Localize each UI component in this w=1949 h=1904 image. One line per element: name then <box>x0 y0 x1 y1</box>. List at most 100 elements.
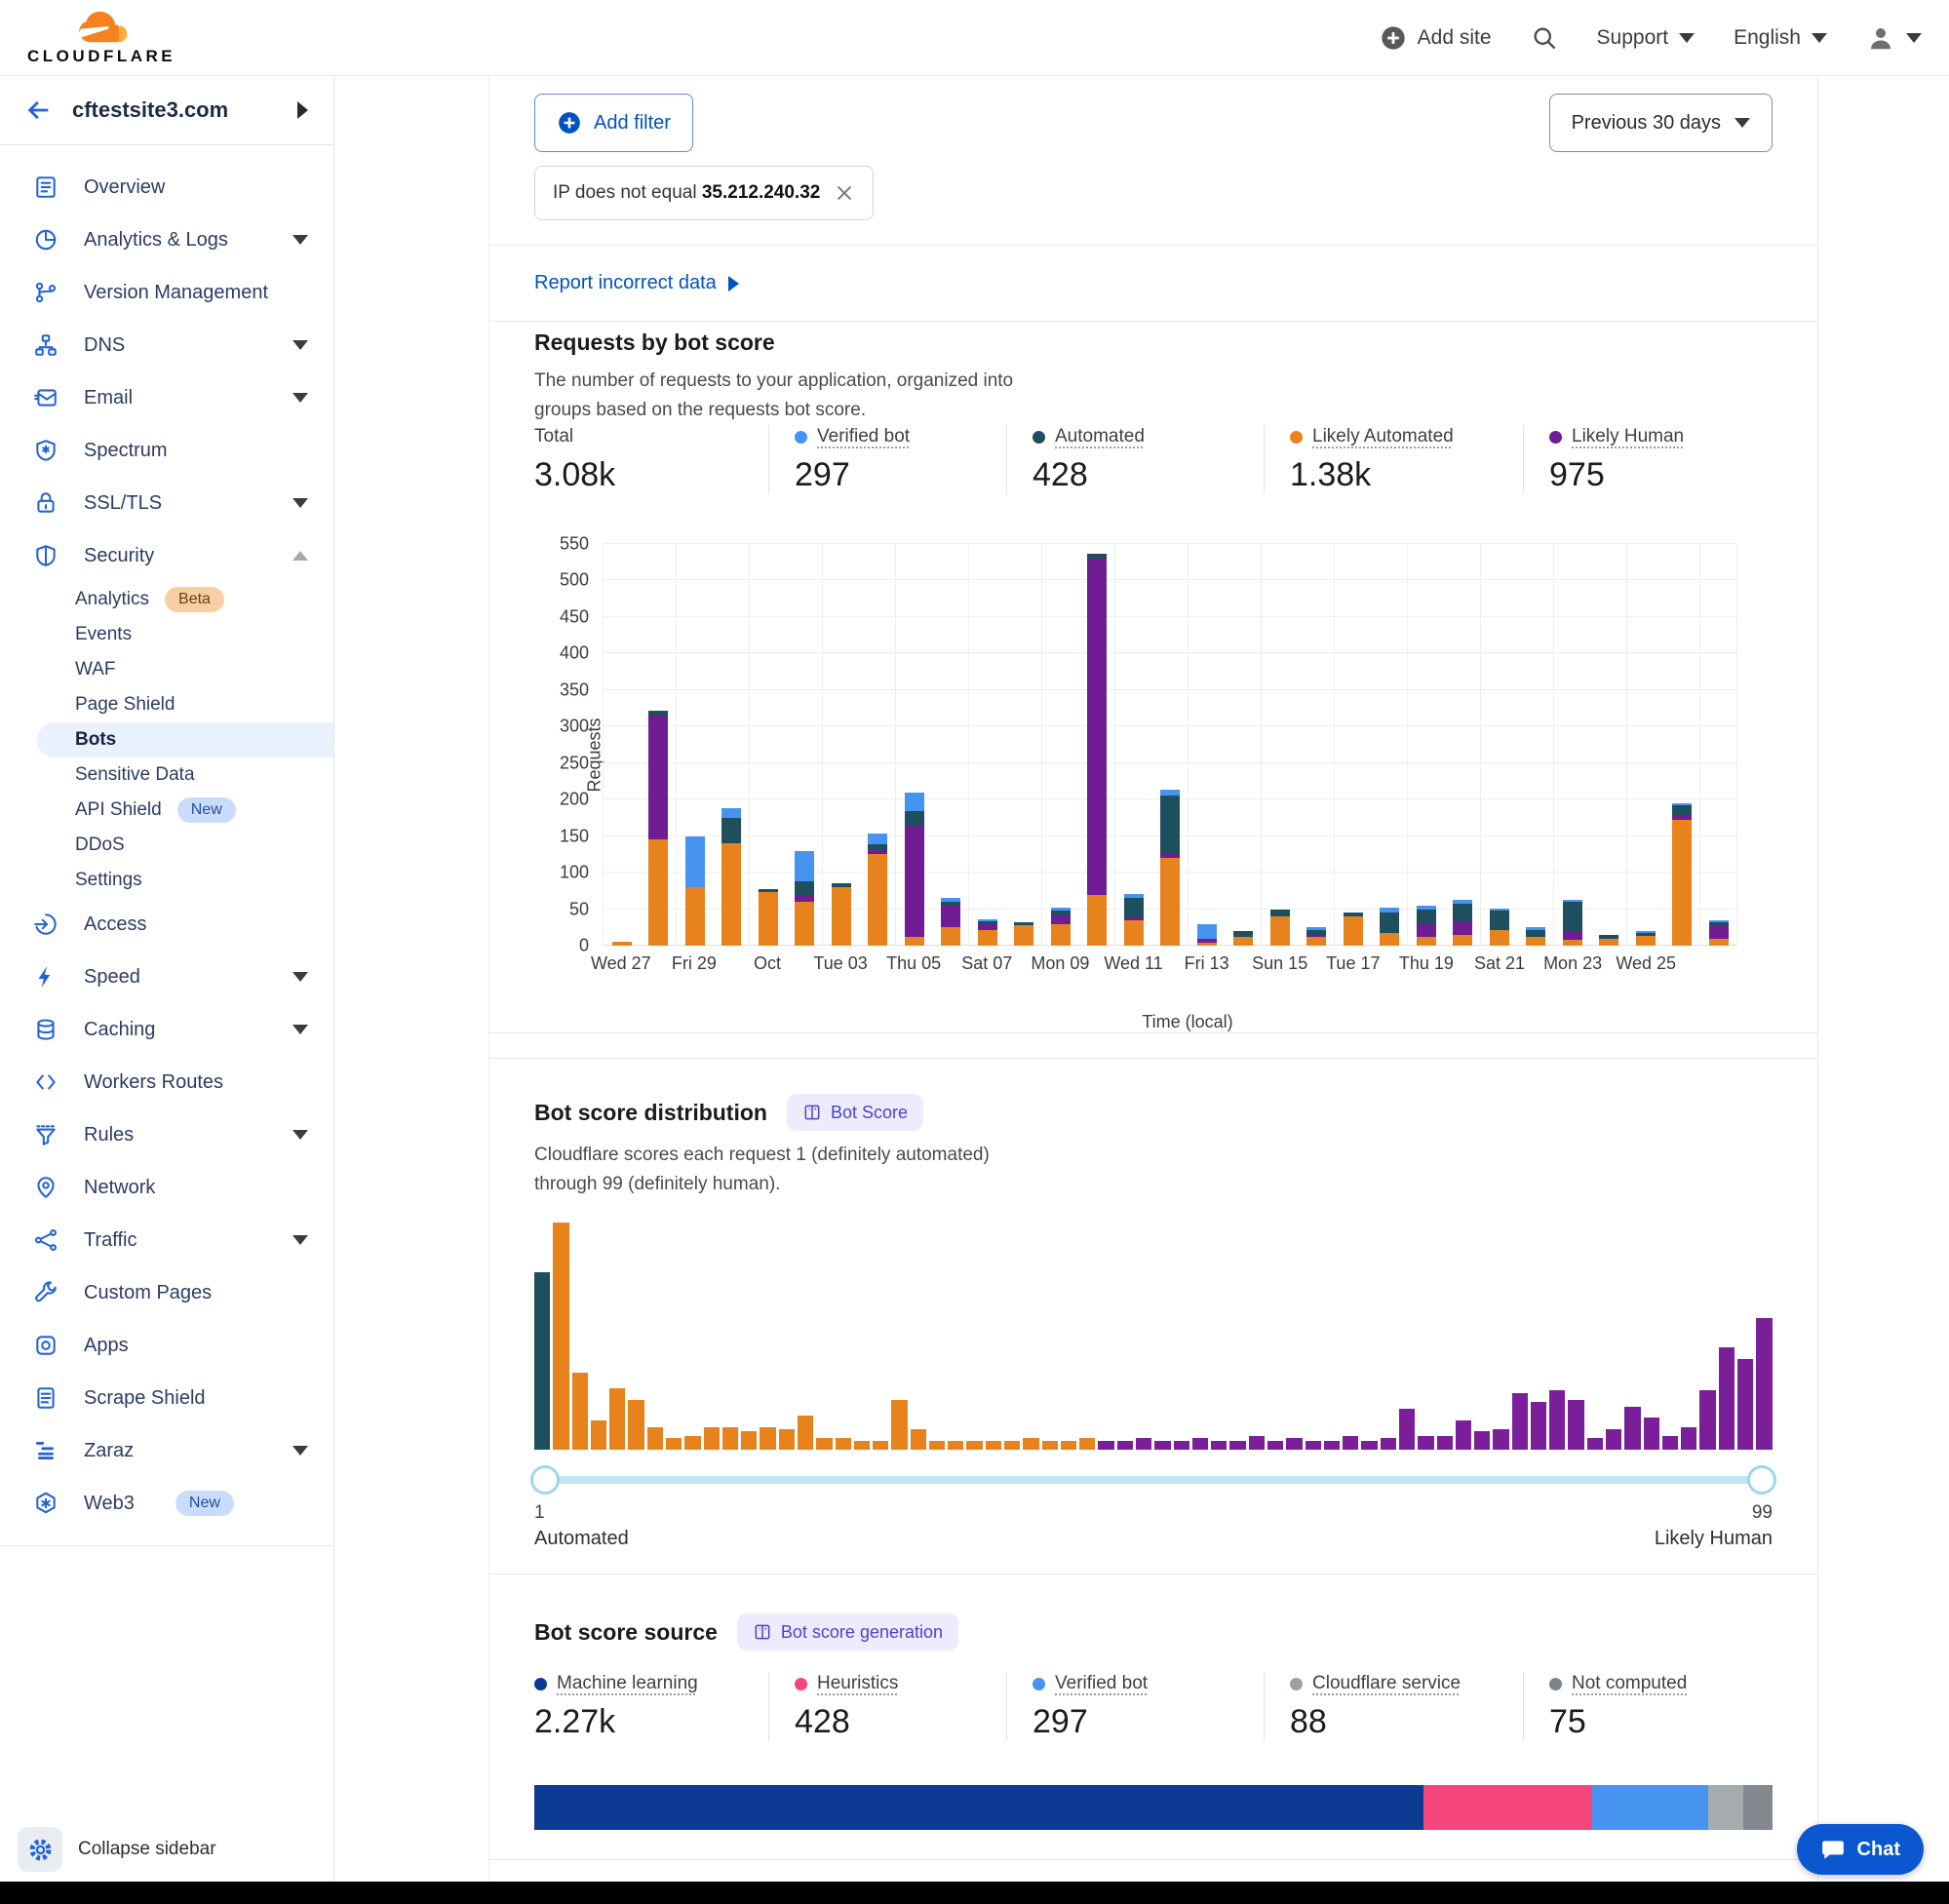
filter-chip[interactable]: IP does not equal 35.212.240.32 <box>534 166 874 220</box>
chart-bar-column[interactable] <box>932 544 968 946</box>
histogram-bar[interactable] <box>1719 1347 1735 1450</box>
language-menu[interactable]: English <box>1734 26 1827 50</box>
histogram-bar[interactable] <box>816 1438 832 1450</box>
stat-label-text[interactable]: Likely Automated <box>1312 426 1454 447</box>
histogram-bar[interactable] <box>1023 1438 1038 1450</box>
histogram-bar[interactable] <box>1324 1441 1340 1450</box>
histogram-bar[interactable] <box>779 1429 795 1450</box>
histogram-bar[interactable] <box>1756 1318 1772 1450</box>
bot-score-generation-badge[interactable]: Bot score generation <box>737 1613 958 1651</box>
histogram-bar[interactable] <box>1211 1441 1227 1450</box>
chart-bar-column[interactable] <box>1114 544 1151 946</box>
histogram-bar[interactable] <box>628 1400 643 1450</box>
chevron-right-icon[interactable] <box>297 101 308 119</box>
histogram-bar[interactable] <box>1474 1431 1490 1450</box>
chart-bar-column[interactable] <box>640 544 676 946</box>
sidebar-item-sensitive-data[interactable]: Sensitive Data <box>0 758 333 793</box>
sidebar-item-events[interactable]: Events <box>0 617 333 652</box>
histogram-bar[interactable] <box>534 1272 550 1450</box>
stat-label-text[interactable]: Cloudflare service <box>1312 1673 1461 1694</box>
chart-bar-column[interactable] <box>1553 544 1590 946</box>
histogram-bar[interactable] <box>1512 1393 1528 1450</box>
sidebar-item-speed[interactable]: Speed <box>0 951 333 1003</box>
time-range-dropdown[interactable]: Previous 30 days <box>1549 94 1773 152</box>
close-icon[interactable] <box>834 182 855 204</box>
histogram-bar[interactable] <box>1737 1359 1753 1450</box>
histogram-bar[interactable] <box>1267 1441 1283 1450</box>
chart-bar-column[interactable] <box>749 544 786 946</box>
stat-label-text[interactable]: Verified bot <box>1055 1673 1148 1694</box>
chart-bar-column[interactable] <box>1261 544 1298 946</box>
sidebar-item-overview[interactable]: Overview <box>0 161 333 214</box>
histogram-bar[interactable] <box>911 1429 926 1450</box>
score-range-slider[interactable] <box>534 1465 1773 1495</box>
sidebar-item-settings[interactable]: Settings <box>0 863 333 898</box>
chart-bar-column[interactable] <box>859 544 895 946</box>
sidebar-item-custom-pages[interactable]: Custom Pages <box>0 1266 333 1319</box>
histogram-bar[interactable] <box>986 1441 1001 1450</box>
chart-bar-column[interactable] <box>1517 544 1553 946</box>
sidebar-item-dns[interactable]: DNS <box>0 319 333 371</box>
chat-button[interactable]: Chat <box>1797 1824 1924 1875</box>
histogram-bar[interactable] <box>854 1441 870 1450</box>
histogram-bar[interactable] <box>760 1427 775 1450</box>
histogram-bar[interactable] <box>647 1427 663 1450</box>
sidebar-item-zaraz[interactable]: Zaraz <box>0 1424 333 1477</box>
chart-bar-column[interactable] <box>1005 544 1041 946</box>
histogram-bar[interactable] <box>1004 1441 1020 1450</box>
sidebar-item-access[interactable]: Access <box>0 898 333 951</box>
histogram-bar[interactable] <box>1456 1420 1471 1450</box>
sidebar-item-api-shield[interactable]: API ShieldNew <box>0 793 333 828</box>
histogram-bar[interactable] <box>1174 1441 1189 1450</box>
histogram-bar[interactable] <box>1306 1441 1321 1450</box>
chart-bar-column[interactable] <box>1663 544 1699 946</box>
histogram-bar[interactable] <box>1437 1436 1453 1450</box>
histogram-bar[interactable] <box>1192 1438 1208 1450</box>
histogram-bar[interactable] <box>572 1373 588 1450</box>
sidebar-item-bots[interactable]: Bots <box>37 722 333 758</box>
add-site-button[interactable]: Add site <box>1380 24 1492 52</box>
chart-bar-column[interactable] <box>1444 544 1480 946</box>
histogram-bar[interactable] <box>1624 1407 1640 1450</box>
histogram-bar[interactable] <box>948 1441 963 1450</box>
sidebar-item-apps[interactable]: Apps <box>0 1319 333 1372</box>
histogram-bar[interactable] <box>1136 1438 1151 1450</box>
sidebar-item-ddos[interactable]: DDoS <box>0 828 333 863</box>
histogram-bar[interactable] <box>1381 1438 1396 1450</box>
histogram-bar[interactable] <box>873 1441 888 1450</box>
slider-track[interactable] <box>534 1476 1773 1484</box>
stat-label-text[interactable]: Likely Human <box>1572 426 1684 447</box>
histogram-bar[interactable] <box>1699 1390 1715 1450</box>
support-menu[interactable]: Support <box>1597 26 1696 50</box>
histogram-bar[interactable] <box>1079 1438 1095 1450</box>
sidebar-item-page-shield[interactable]: Page Shield <box>0 687 333 722</box>
sidebar-item-caching[interactable]: Caching <box>0 1003 333 1056</box>
chart-bar-column[interactable] <box>1626 544 1663 946</box>
collapse-sidebar-button[interactable]: Collapse sidebar <box>18 1827 216 1872</box>
histogram-bar[interactable] <box>966 1441 982 1450</box>
chart-bar-column[interactable] <box>1480 544 1517 946</box>
histogram-bar[interactable] <box>1229 1441 1245 1450</box>
sidebar-item-network[interactable]: Network <box>0 1161 333 1214</box>
sidebar-item-traffic[interactable]: Traffic <box>0 1214 333 1266</box>
histogram-bar[interactable] <box>1061 1441 1076 1450</box>
histogram-bar[interactable] <box>1343 1436 1358 1450</box>
histogram-bar[interactable] <box>1418 1436 1433 1450</box>
histogram-bar[interactable] <box>1606 1429 1621 1450</box>
histogram-bar[interactable] <box>1249 1436 1265 1450</box>
histogram-bar[interactable] <box>1493 1429 1508 1450</box>
slider-handle-max[interactable] <box>1747 1465 1776 1495</box>
histogram-bar[interactable] <box>553 1223 568 1450</box>
chart-bar-column[interactable] <box>1298 544 1334 946</box>
sidebar-item-scrape-shield[interactable]: Scrape Shield <box>0 1372 333 1424</box>
histogram-bar[interactable] <box>1042 1441 1058 1450</box>
stat-label-text[interactable]: Heuristics <box>817 1673 898 1694</box>
chart-bar-column[interactable] <box>1407 544 1444 946</box>
histogram-bar[interactable] <box>929 1441 945 1450</box>
sidebar-item-analytics-logs[interactable]: Analytics & Logs <box>0 214 333 266</box>
histogram-bar[interactable] <box>591 1420 606 1450</box>
histogram-bar[interactable] <box>1662 1436 1678 1450</box>
sidebar-item-rules[interactable]: Rules <box>0 1108 333 1161</box>
histogram-bar[interactable] <box>1361 1441 1377 1450</box>
account-menu[interactable] <box>1866 23 1922 53</box>
